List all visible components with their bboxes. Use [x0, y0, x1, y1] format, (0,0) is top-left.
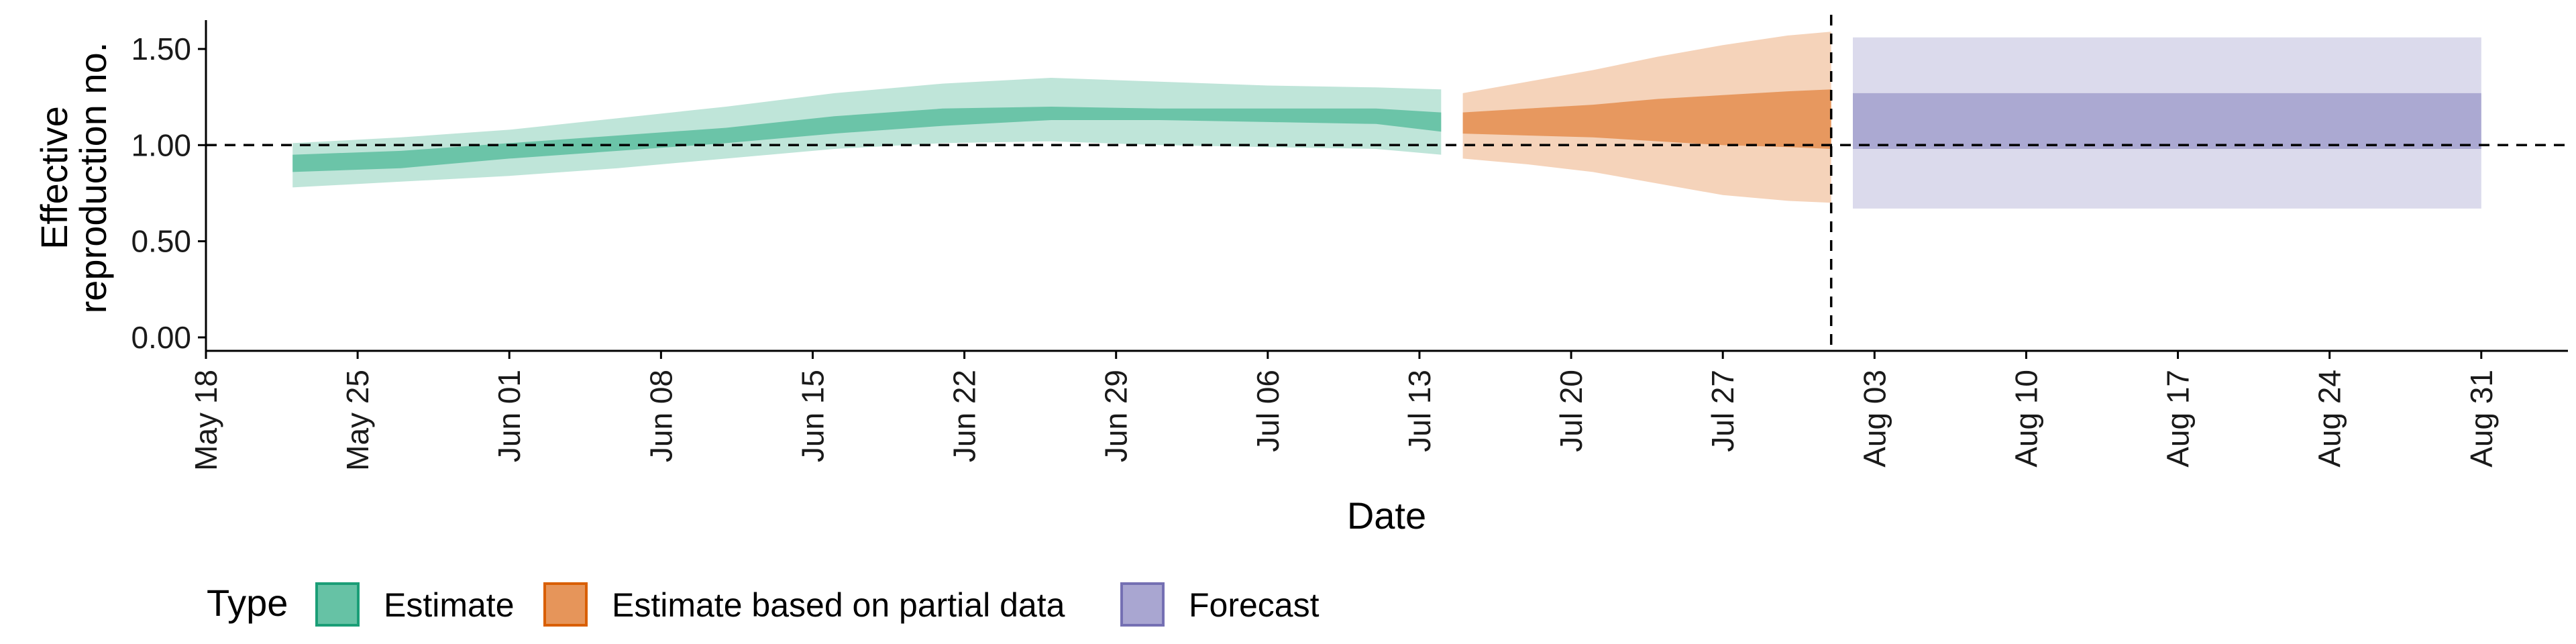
estimate-based-on-partial-data-inner-band — [1462, 89, 1831, 149]
x-tick-label: Jun 15 — [796, 370, 830, 462]
series-estimate — [292, 78, 1442, 188]
axes: 0.00 0.50 1.00 1.50 May 18 May 25 Jun 01 Jun 0… — [131, 20, 2568, 471]
legend-title: Type — [207, 582, 288, 624]
x-tick-label: Jun 29 — [1099, 370, 1134, 462]
legend-item-forecast: Forecast — [1120, 582, 1320, 627]
y-axis-title-line-2: reproduction no. — [72, 42, 114, 314]
legend-label: Forecast — [1189, 586, 1320, 624]
legend-label: Estimate — [384, 586, 515, 624]
x-axis-title: Date — [1347, 494, 1426, 537]
x-ticks: May 18 May 25 Jun 01 Jun 08 Jun 15 Jun 22 Jun … — [189, 351, 2499, 471]
y-tick-label: 1.00 — [131, 127, 191, 162]
y-tick-label: 1.50 — [131, 32, 191, 66]
forecast-inner-band — [1853, 93, 2481, 149]
legend-item-estimate-based-on-partial-data: Estimate based on partial data — [543, 582, 1065, 627]
x-tick-label: Aug 17 — [2161, 370, 2196, 468]
series-estimate-based-on-partial-data — [1462, 32, 1831, 203]
y-axis-title-line-1: Effective — [33, 106, 75, 250]
x-tick-label: May 25 — [340, 370, 375, 471]
x-tick-label: Aug 10 — [2008, 370, 2043, 468]
y-tick-label: 0.50 — [131, 224, 191, 259]
x-tick-label: Jul 20 — [1554, 370, 1589, 452]
legend-key — [315, 582, 360, 627]
estimate-inner-band — [292, 107, 1442, 172]
y-axis-title: Effective reproduction no. — [33, 42, 114, 314]
x-tick-label: Jun 08 — [643, 370, 678, 462]
x-tick-label: Aug 24 — [2312, 370, 2347, 468]
legend-key — [543, 582, 588, 627]
x-tick-label: Jun 22 — [947, 370, 982, 462]
x-tick-label: Aug 31 — [2464, 370, 2499, 468]
legend: Type Estimate Estimate based on partial d… — [207, 582, 1320, 627]
y-tick-label: 0.00 — [131, 320, 191, 355]
x-tick-label: Jul 27 — [1705, 370, 1740, 452]
x-tick-label: Aug 03 — [1857, 370, 1892, 468]
x-tick-label: Jun 01 — [492, 370, 527, 462]
x-tick-label: Jul 13 — [1402, 370, 1437, 452]
legend-label: Estimate based on partial data — [612, 586, 1065, 624]
legend-item-estimate: Estimate — [315, 582, 515, 627]
legend-key — [1120, 582, 1165, 627]
y-ticks: 0.00 0.50 1.00 1.50 — [131, 32, 206, 355]
series-forecast — [1853, 37, 2481, 209]
x-tick-label: Jul 06 — [1250, 370, 1285, 452]
estimate-outer-band — [292, 78, 1442, 188]
credible-interval-bands — [292, 32, 2481, 209]
x-tick-label: May 18 — [189, 370, 223, 471]
